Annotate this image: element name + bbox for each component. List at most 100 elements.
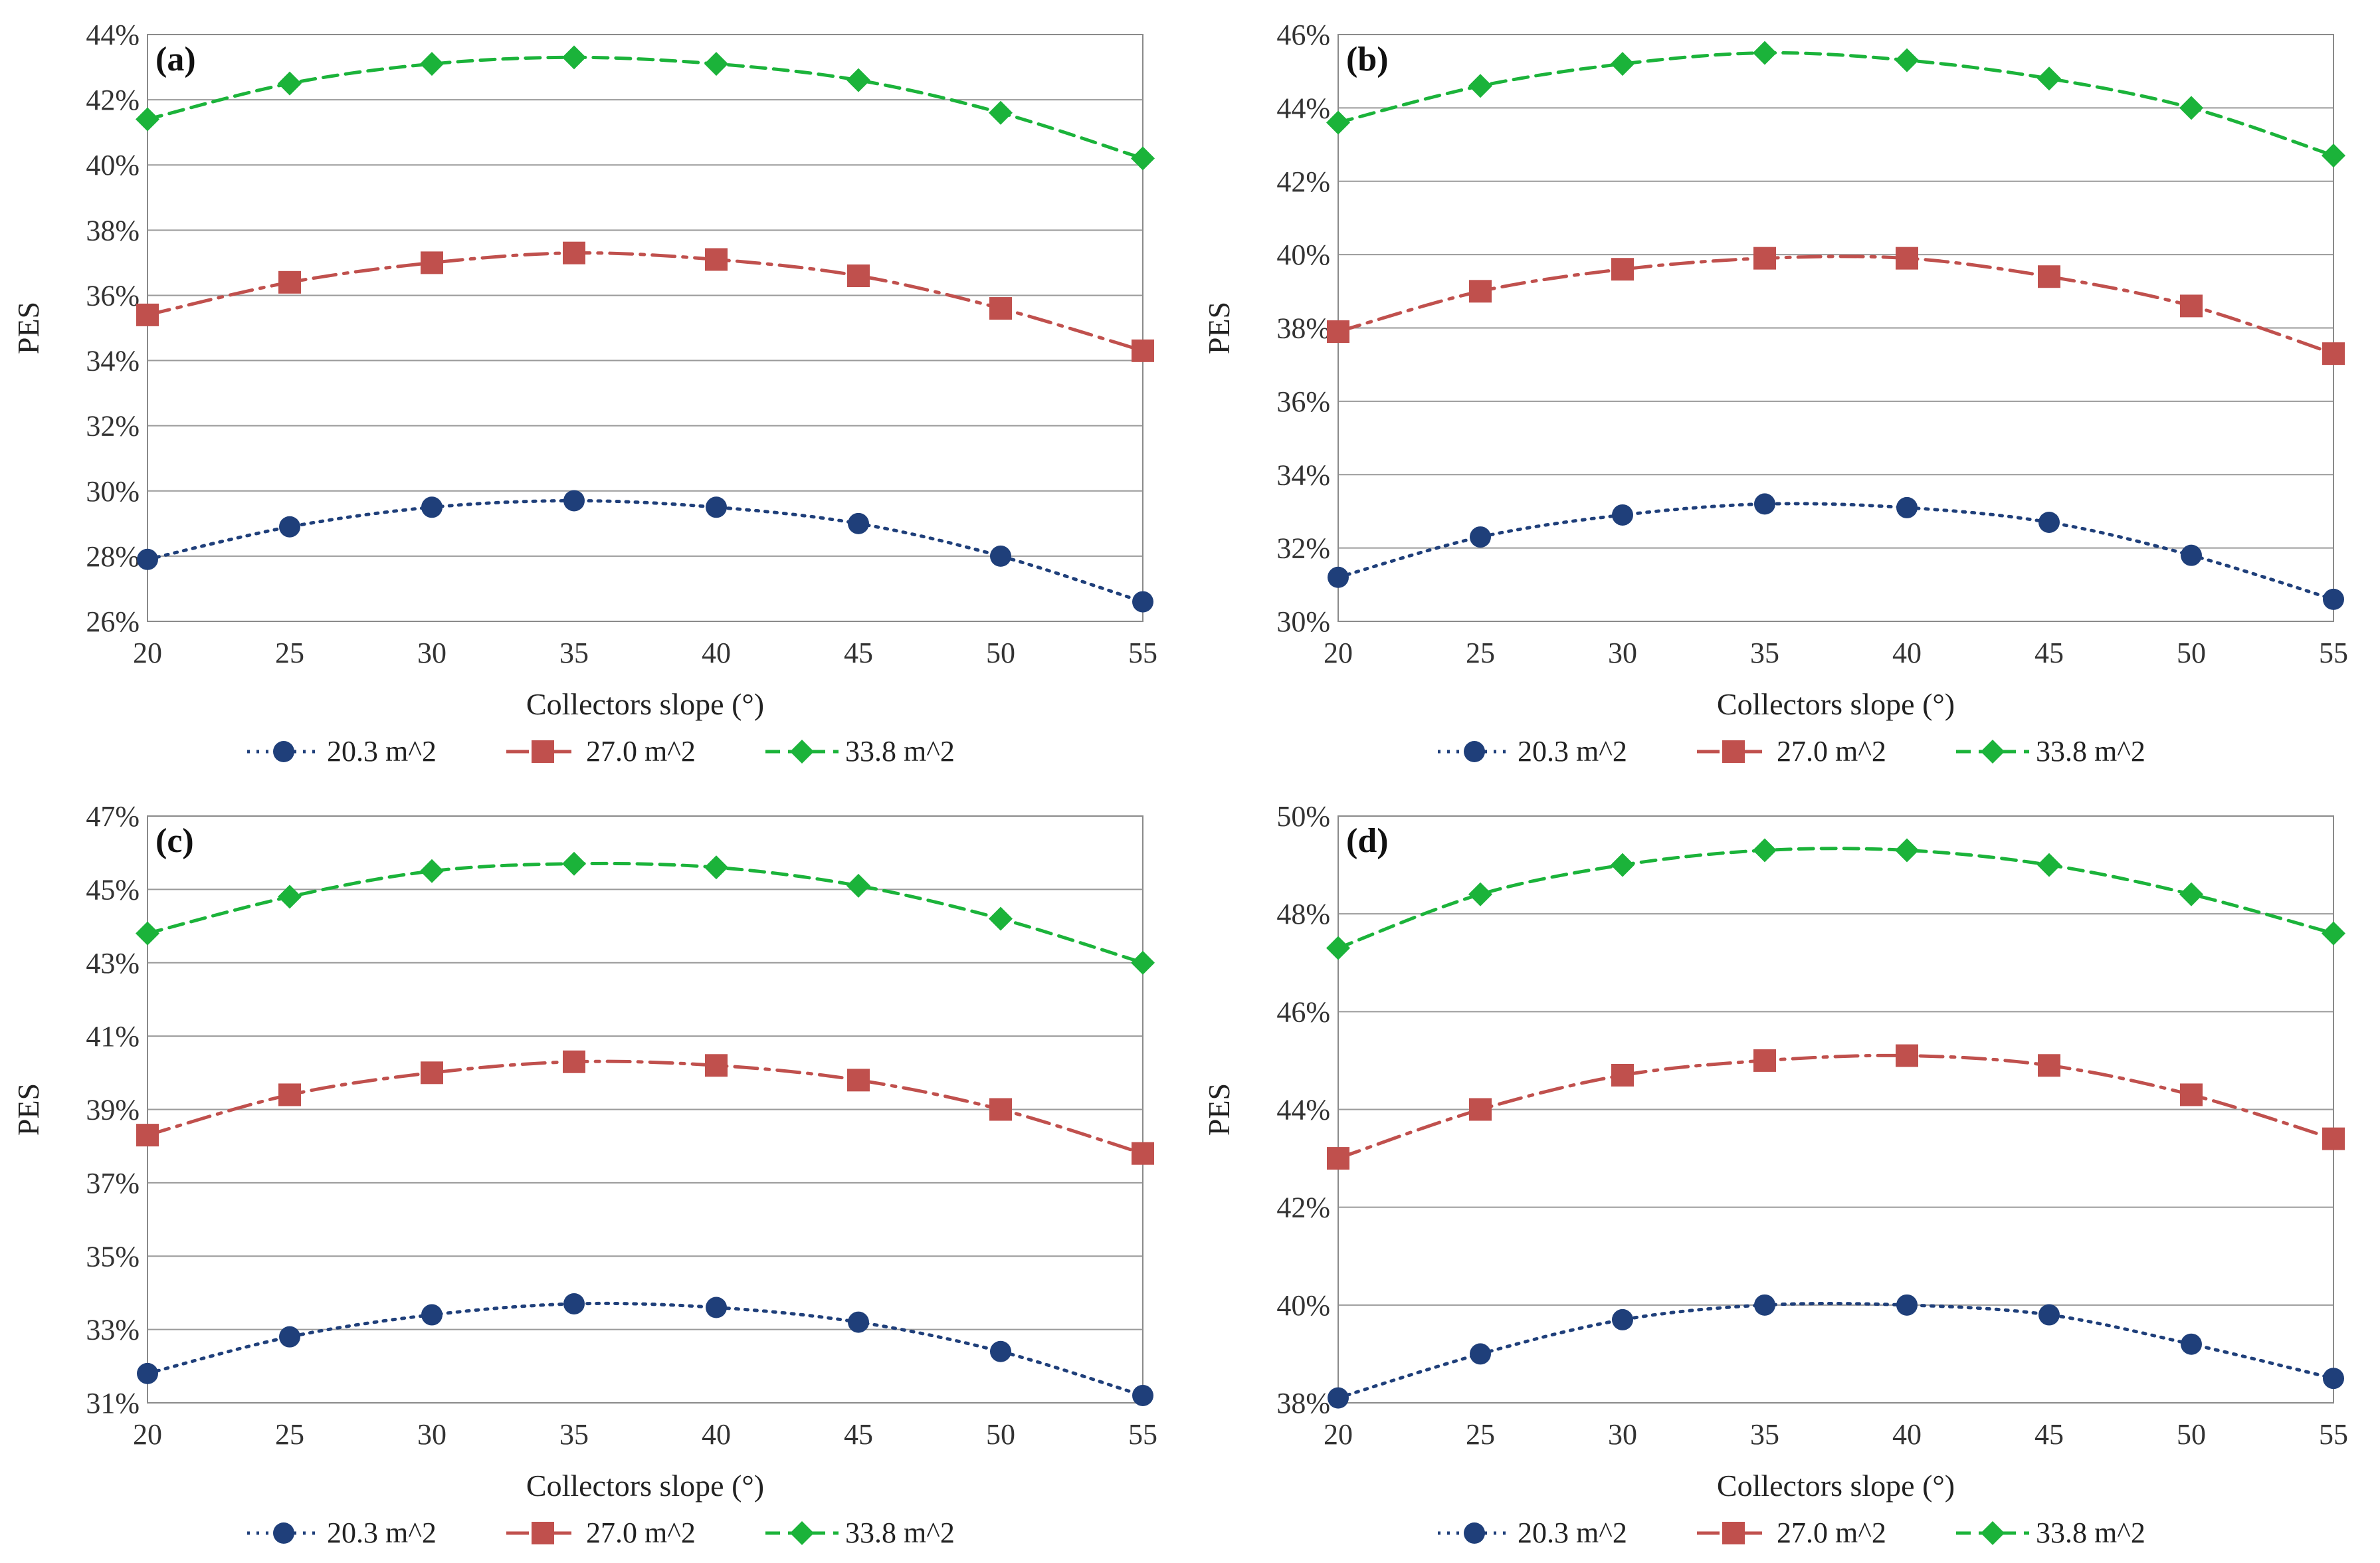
series-20-3-m-2 bbox=[137, 490, 1153, 613]
data-point-square bbox=[705, 1054, 728, 1077]
x-tick-label: 55 bbox=[2319, 637, 2348, 669]
legend-item: 33.8 m^2 bbox=[765, 735, 955, 768]
data-point-diamond bbox=[989, 906, 1013, 931]
y-tick-label: 31% bbox=[86, 1387, 140, 1419]
data-point-square bbox=[1327, 320, 1349, 344]
x-tick-label: 20 bbox=[1324, 637, 1353, 669]
legend-item: 27.0 m^2 bbox=[1697, 1516, 1886, 1549]
y-tick-label: 50% bbox=[1276, 800, 1330, 833]
data-point-square bbox=[2038, 265, 2060, 288]
series-line bbox=[146, 498, 1145, 604]
x-tick-label: 45 bbox=[844, 1418, 873, 1451]
data-point-square bbox=[2038, 1054, 2060, 1077]
panel-label: (b) bbox=[1346, 41, 1389, 78]
data-point-diamond bbox=[136, 921, 159, 946]
x-tick-label: 55 bbox=[1128, 1418, 1157, 1451]
data-point-circle bbox=[1470, 1343, 1491, 1365]
data-point-circle bbox=[1328, 566, 1349, 588]
legend-label: 33.8 m^2 bbox=[2036, 735, 2145, 768]
x-tick-label: 40 bbox=[702, 637, 731, 669]
y-tick-label: 47% bbox=[86, 800, 140, 833]
legend-item: 20.3 m^2 bbox=[1438, 1516, 1627, 1549]
x-tick-label: 55 bbox=[1128, 637, 1157, 669]
data-point-circle bbox=[421, 496, 443, 518]
legend-marker-square bbox=[532, 1522, 554, 1544]
series-27-0-m-2 bbox=[136, 241, 1154, 362]
data-point-circle bbox=[990, 1340, 1011, 1362]
y-tick-label: 38% bbox=[1276, 312, 1330, 345]
y-tick-label: 42% bbox=[1276, 1192, 1330, 1224]
legend-marker-diamond bbox=[1981, 740, 2005, 764]
x-tick-label: 45 bbox=[2034, 637, 2064, 669]
x-axis-label: Collectors slope (°) bbox=[1717, 687, 1955, 721]
data-point-circle bbox=[1896, 496, 1918, 518]
data-point-diamond bbox=[989, 100, 1013, 125]
legend-marker-diamond bbox=[790, 740, 814, 764]
data-point-square bbox=[1327, 1147, 1349, 1170]
chart-svg-d: 38% 40% 42% 44% 46% 48% 50% 20 25 30 35 40 45 50 55 Col… bbox=[1202, 800, 2348, 1549]
series-20-3-m-2 bbox=[1328, 1294, 2344, 1409]
legend-label: 20.3 m^2 bbox=[1518, 1516, 1627, 1549]
data-point-circle bbox=[1612, 504, 1633, 526]
legend-label: 33.8 m^2 bbox=[845, 735, 955, 768]
data-point-circle bbox=[1754, 1294, 1775, 1316]
chart-svg-b: 30% 32% 34% 36% 38% 40% 42% 44% 46% 20 25 30 35 40 45 5… bbox=[1202, 19, 2348, 768]
data-point-diamond bbox=[1326, 936, 1350, 960]
series-line bbox=[1336, 847, 2335, 950]
legend-label: 33.8 m^2 bbox=[2036, 1516, 2145, 1549]
data-point-circle bbox=[137, 548, 158, 570]
chart-svg-c: 31% 33% 35% 37% 39% 41% 43% 45% 47% 20 25 30 35 40 45 5… bbox=[11, 800, 1157, 1549]
data-point-diamond bbox=[562, 45, 586, 70]
series-20-3-m-2 bbox=[1328, 493, 2344, 610]
legend-marker-diamond bbox=[790, 1521, 814, 1545]
legend-item: 33.8 m^2 bbox=[765, 1516, 955, 1549]
series-line bbox=[146, 861, 1145, 965]
y-tick-label: 30% bbox=[1276, 605, 1330, 638]
y-tick-label: 38% bbox=[86, 214, 140, 247]
series-27-0-m-2 bbox=[1327, 1044, 2345, 1170]
y-axis-label: PES bbox=[1202, 1083, 1236, 1136]
data-point-circle bbox=[706, 496, 727, 518]
y-tick-label: 39% bbox=[86, 1094, 140, 1126]
data-point-diamond bbox=[1895, 838, 1919, 863]
chart-panel-d: 38% 40% 42% 44% 46% 48% 50% 20 25 30 35 40 45 50 55 Col… bbox=[1191, 782, 2380, 1559]
data-point-diamond bbox=[2179, 882, 2203, 906]
data-point-circle bbox=[1328, 1387, 1349, 1409]
data-point-square bbox=[847, 264, 870, 288]
data-point-circle bbox=[2323, 1368, 2344, 1390]
panel-label: (d) bbox=[1346, 822, 1389, 860]
data-point-diamond bbox=[846, 68, 870, 92]
data-point-diamond bbox=[1468, 74, 1492, 98]
y-tick-label: 42% bbox=[1276, 165, 1330, 198]
x-tick-label: 45 bbox=[844, 637, 873, 669]
y-tick-label: 48% bbox=[1276, 898, 1330, 930]
data-point-circle bbox=[137, 1362, 158, 1384]
data-point-circle bbox=[1132, 1384, 1153, 1406]
data-point-diamond bbox=[1611, 52, 1635, 76]
data-point-circle bbox=[2038, 511, 2060, 533]
data-point-circle bbox=[1470, 526, 1491, 548]
legend-marker-circle bbox=[273, 741, 294, 762]
legend-label: 20.3 m^2 bbox=[327, 735, 437, 768]
plot-area-frame bbox=[147, 815, 1143, 1404]
chart-panel-a: 26% 28% 30% 32% 34% 36% 38% 40% 42% 44% 20 25 30 35 40… bbox=[0, 0, 1189, 778]
data-point-circle bbox=[1896, 1294, 1918, 1316]
x-tick-label: 20 bbox=[133, 1418, 162, 1451]
data-point-circle bbox=[279, 1326, 300, 1348]
y-tick-label: 32% bbox=[1276, 532, 1330, 565]
data-point-square bbox=[278, 1083, 301, 1106]
y-tick-label: 36% bbox=[86, 279, 140, 312]
y-tick-label: 34% bbox=[86, 345, 140, 377]
data-point-square bbox=[1132, 339, 1154, 362]
legend-label: 20.3 m^2 bbox=[327, 1516, 437, 1549]
series-line bbox=[146, 251, 1145, 353]
data-point-diamond bbox=[704, 52, 728, 76]
series-line bbox=[1336, 1302, 2335, 1400]
data-point-square bbox=[1132, 1142, 1154, 1165]
x-tick-label: 55 bbox=[2319, 1418, 2348, 1451]
data-point-diamond bbox=[2037, 66, 2061, 91]
legend-item: 27.0 m^2 bbox=[506, 1516, 696, 1549]
y-tick-label: 34% bbox=[1276, 459, 1330, 491]
legend-item: 20.3 m^2 bbox=[247, 735, 437, 768]
chart-panel-b: 30% 32% 34% 36% 38% 40% 42% 44% 46% 20 25 30 35 40 45 5… bbox=[1191, 0, 2380, 778]
